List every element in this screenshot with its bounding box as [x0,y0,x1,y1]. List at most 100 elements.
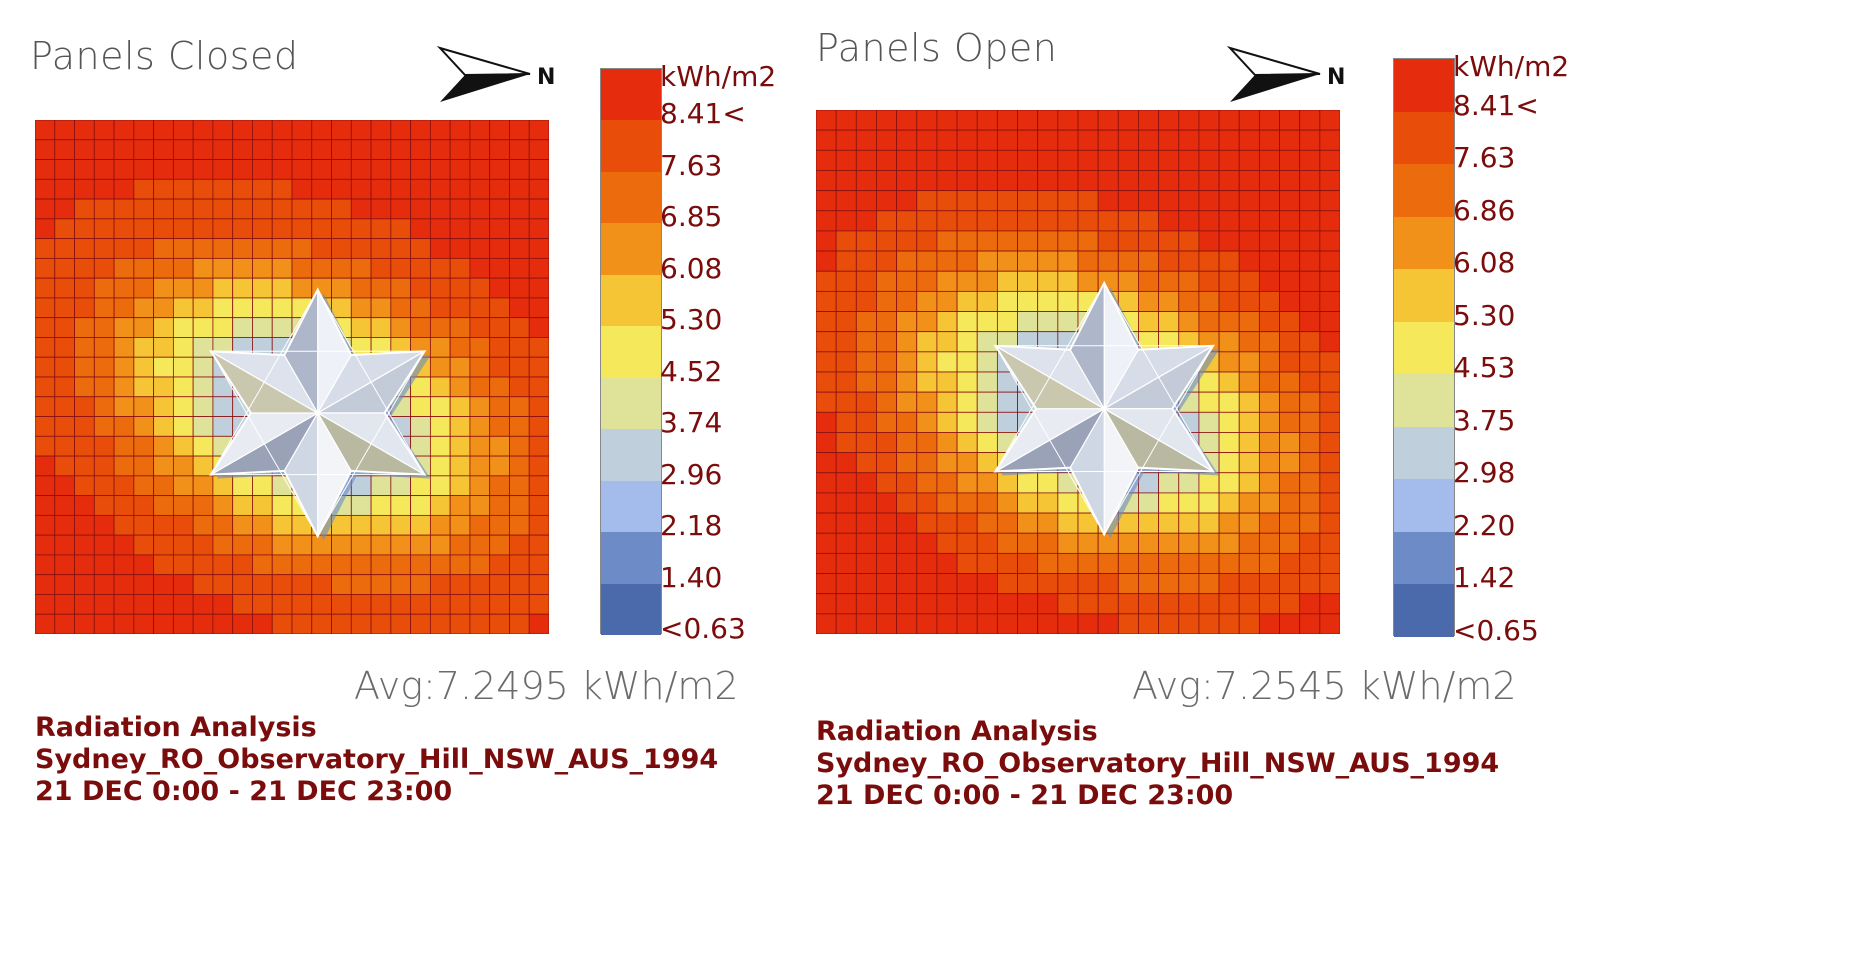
grid-cell [1238,149,1260,171]
grid-cell [1117,230,1139,252]
grid-cell [1299,512,1321,534]
grid-cell [956,230,978,252]
grid-cell [232,514,253,536]
grid-cell [113,574,135,595]
grid-cell [172,139,194,160]
grid-cell [528,455,549,477]
grid-cell [93,455,115,477]
grid-cell [1178,210,1200,232]
grid-cell [192,337,214,358]
grid-cell [212,613,234,634]
grid-cell [35,120,56,141]
grid-cell [1037,290,1059,312]
grid-cell [1279,290,1301,312]
grid-cell [153,356,174,378]
grid-cell [1279,270,1301,292]
grid-cell [192,356,214,378]
grid-cell [816,492,837,514]
grid-cell [390,238,412,259]
grid-cell [1057,270,1079,292]
grid-cell [429,475,451,497]
grid-cell [1077,552,1099,574]
grid-cell [956,573,978,595]
grid-cell [876,512,898,534]
grid-cell [1319,270,1340,292]
grid-cell [1258,492,1280,514]
grid-cell [1178,190,1200,212]
radiation-grid [816,110,1340,634]
grid-cell [489,416,510,437]
grid-cell [1057,512,1079,534]
grid-cell [54,337,75,358]
grid-cell [876,371,898,393]
grid-cell [469,376,491,398]
grid-cell [469,297,491,319]
grid-cell [1097,552,1119,574]
grid-cell [528,297,549,319]
grid-cell [1238,532,1260,554]
grid-cell [936,270,958,292]
grid-cell [133,594,155,615]
grid-cell [331,120,352,141]
grid-cell [74,594,95,615]
grid-cell [370,594,392,615]
grid-cell [1238,290,1260,312]
grid-cell [311,613,332,634]
grid-cell [835,250,857,272]
grid-cell [54,495,75,516]
grid-cell [271,534,293,556]
grid-cell [133,554,155,576]
grid-cell [271,159,293,180]
grid-cell [54,159,75,180]
grid-cell [390,297,412,319]
grid-cell [54,594,75,615]
grid-cell [936,613,958,634]
legend-swatch [601,377,661,430]
north-label: N [1327,65,1345,90]
grid-cell [528,139,549,160]
grid-cell [54,178,75,200]
grid-cell [172,594,194,615]
grid-cell [192,514,214,536]
grid-cell [1198,129,1220,151]
grid-cell [390,120,412,141]
grid-cell [1017,250,1039,272]
grid-cell [1158,593,1180,615]
grid-cell [936,129,958,151]
legend-tick-label: 7.63 [1453,141,1516,175]
grid-cell [936,290,958,312]
grid-cell [1178,290,1200,312]
grid-cell [1258,371,1280,393]
grid-cell [1097,110,1119,131]
grid-cell [896,149,918,171]
grid-cell [113,337,135,358]
grid-cell [410,416,431,437]
grid-cell [1077,532,1099,554]
grid-cell [153,317,174,338]
grid-cell [331,594,352,615]
building-model [993,280,1220,539]
grid-cell [1238,331,1260,353]
grid-cell [1097,129,1119,151]
grid-cell [153,178,174,200]
grid-cell [252,257,273,279]
grid-cell [509,139,530,160]
grid-cell [528,574,549,595]
grid-cell [331,574,352,595]
grid-cell [469,356,491,378]
grid-cell [835,512,857,534]
grid-cell [271,594,293,615]
grid-cell [1017,210,1039,232]
grid-cell [291,178,313,200]
grid-cell [449,257,471,279]
grid-cell [133,139,155,160]
grid-cell [976,593,998,615]
grid-cell [816,552,837,574]
grid-cell [153,277,174,299]
grid-cell [390,218,412,240]
grid-cell [956,432,978,454]
grid-cell [54,416,75,437]
grid-cell [172,495,194,516]
grid-cell [172,554,194,576]
grid-cell [916,391,938,413]
